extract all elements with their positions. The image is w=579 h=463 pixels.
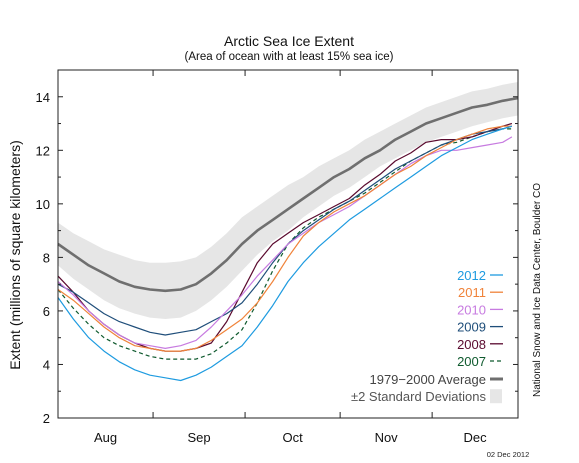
legend-label: 2008 <box>457 337 486 352</box>
series-line-2010 <box>57 136 513 349</box>
y-axis: 2 4 6 8 10 12 14 <box>36 69 518 426</box>
chart-subtitle: (Area of ocean with at least 15% sea ice… <box>184 51 393 63</box>
series-line-2012 <box>57 125 513 382</box>
x-axis: Aug Sep Oct Nov Dec <box>94 70 487 445</box>
legend-label: ±2 Standard Deviations <box>351 389 487 404</box>
x-tick-label: Oct <box>282 430 303 445</box>
y-axis-label: Extent (millions of square kilometers) <box>7 140 23 370</box>
legend-label: 1979−2000 Average <box>369 372 486 387</box>
credit-text: National Snow and Ice Data Center, Bould… <box>532 183 543 397</box>
date-stamp: 02 Dec 2012 <box>487 450 530 459</box>
y-tick-label: 6 <box>43 304 50 319</box>
y-tick-label: 14 <box>36 90 50 105</box>
plot-area: 2 4 6 8 10 12 14 Aug Sep Oct Nov Dec <box>36 69 519 445</box>
y-tick-label: 10 <box>36 197 50 212</box>
series-lines <box>57 96 519 382</box>
y-tick-label: 8 <box>43 250 50 265</box>
series-line-1979-2000-average <box>57 96 519 293</box>
legend-label: 2009 <box>457 320 486 335</box>
std-dev-band <box>58 82 518 319</box>
x-tick-label: Aug <box>94 430 117 445</box>
legend-label: 2012 <box>457 268 486 283</box>
x-tick-label: Sep <box>187 430 210 445</box>
y-tick-label: 4 <box>43 357 50 372</box>
y-tick-label: 12 <box>36 143 50 158</box>
x-tick-label: Dec <box>464 430 488 445</box>
legend-label: 2010 <box>457 302 486 317</box>
legend: 2012 2011 2010 2009 2008 2007 1979−2000 Averag… <box>351 268 503 404</box>
legend-label: 2007 <box>457 354 486 369</box>
legend-label: 2011 <box>458 285 486 300</box>
x-tick-label: Nov <box>375 430 399 445</box>
plot-frame <box>57 69 519 419</box>
legend-swatch <box>490 389 502 404</box>
chart-title: Arctic Sea Ice Extent <box>224 33 354 49</box>
series-line-2011 <box>57 125 512 352</box>
series-line-2008 <box>57 122 513 352</box>
y-tick-label: 2 <box>43 411 50 426</box>
